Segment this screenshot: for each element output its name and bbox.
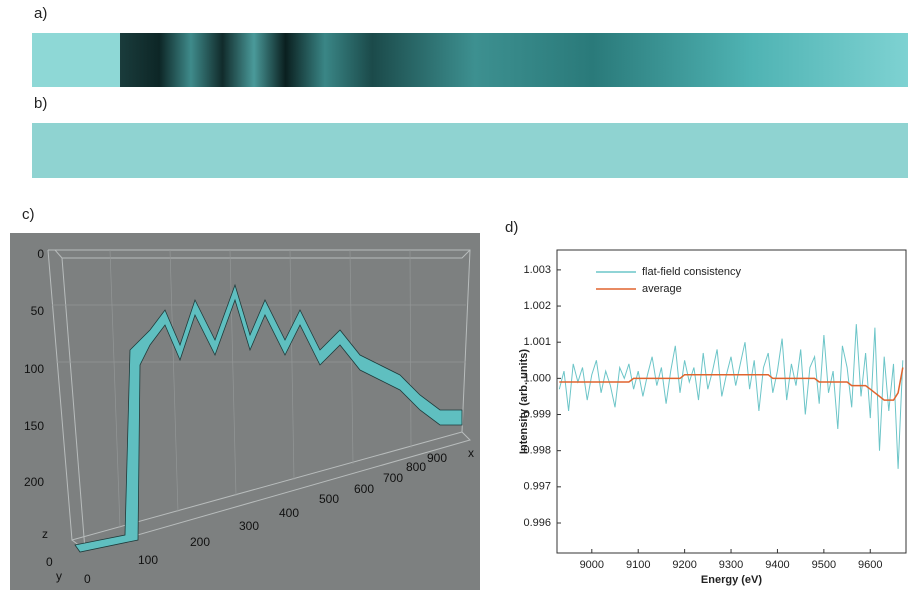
x-tick-label: 9400 (765, 559, 789, 571)
legend-label: average (642, 283, 682, 295)
z-tick-label: 100 (24, 362, 44, 376)
z-tick-label: 50 (31, 304, 45, 318)
x-axis-title: Energy (eV) (701, 574, 762, 586)
axis-label: y (56, 569, 62, 583)
y-tick-label: 0.998 (523, 445, 551, 457)
surface-render (74, 283, 463, 553)
z-tick-label: 200 (24, 475, 44, 489)
z-tick-label: 0 (37, 247, 44, 261)
x-tick-label: 9300 (719, 559, 743, 571)
x-tick-label: 900 (427, 451, 447, 465)
x-tick-label: 700 (383, 471, 403, 485)
y-tick-label: 1.002 (523, 300, 551, 312)
z-tick-label: 150 (24, 419, 44, 433)
y-axis-title: Intensity (arb. units) (518, 349, 530, 454)
legend-label: flat-field consistency (642, 266, 742, 278)
panel-label: a) (34, 5, 47, 22)
axis-label: 0 (46, 555, 53, 569)
series-line (559, 367, 904, 401)
y-tick-label: 1.000 (523, 372, 551, 384)
x-tick-label: 800 (406, 460, 426, 474)
axis-label: x (468, 446, 474, 460)
plot-frame (556, 249, 907, 554)
x-tick-label: 9200 (672, 559, 696, 571)
x-tick-label: 300 (239, 519, 259, 533)
image-strip (32, 33, 120, 87)
panel-label: d) (505, 219, 518, 236)
y-tick-label: 1.003 (523, 264, 551, 276)
x-tick-label: 400 (279, 506, 299, 520)
x-tick-label: 9600 (858, 559, 882, 571)
x-tick-label: 200 (190, 535, 210, 549)
y-tick-label: 0.999 (523, 408, 551, 420)
image-strip (120, 33, 908, 87)
series-line (558, 324, 904, 469)
y-tick-label: 0.997 (523, 481, 551, 493)
axis-label: 0 (84, 572, 91, 586)
x-tick-label: 9500 (812, 559, 836, 571)
image-strip (32, 123, 908, 178)
x-tick-label: 9000 (580, 559, 604, 571)
x-tick-label: 600 (354, 482, 374, 496)
y-tick-label: 1.001 (523, 336, 551, 348)
render-background (10, 233, 480, 590)
x-tick-label: 9100 (626, 559, 650, 571)
panel-label: b) (34, 95, 47, 112)
panel-label: c) (22, 206, 35, 223)
x-tick-label: 100 (138, 553, 158, 567)
x-tick-label: 500 (319, 492, 339, 506)
y-tick-label: 0.996 (523, 517, 551, 529)
axis-label: z (42, 527, 48, 541)
